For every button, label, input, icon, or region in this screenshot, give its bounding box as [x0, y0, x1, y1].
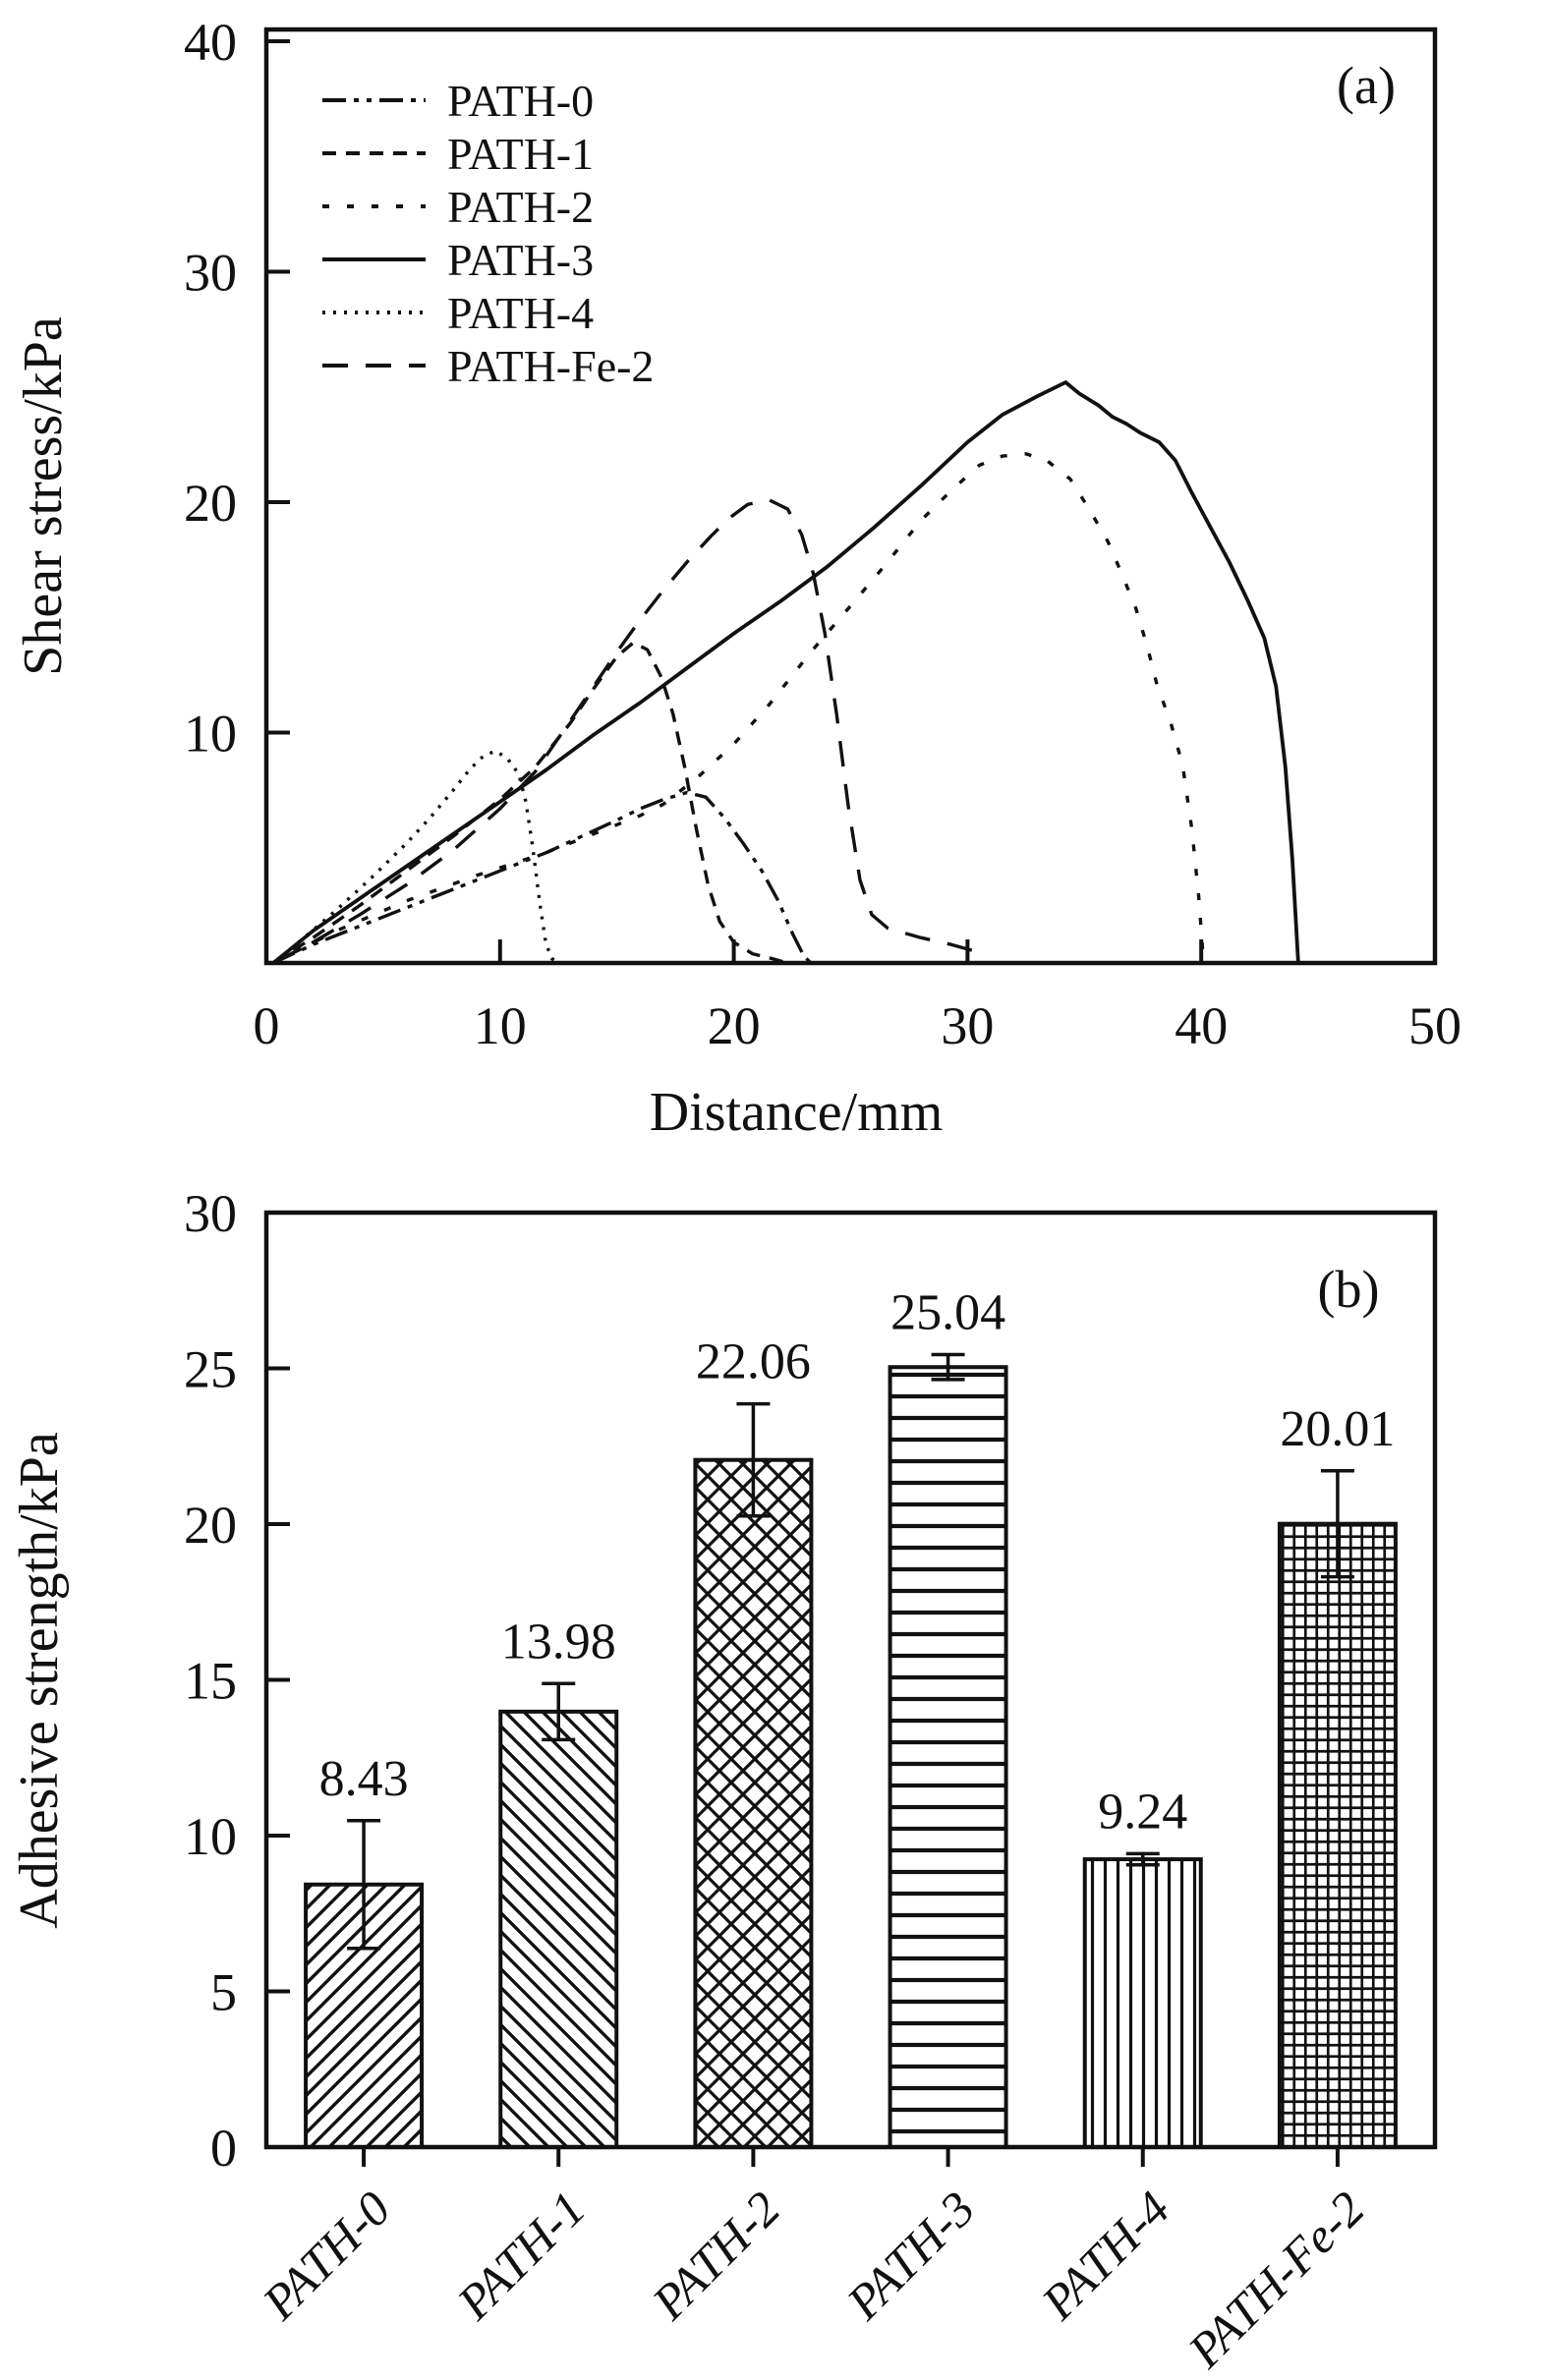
category-label-PATH-Fe-2: PATH-Fe-2	[1176, 2181, 1374, 2378]
panel-a-tag: (a)	[1337, 56, 1396, 115]
category-label-PATH-0: PATH-0	[252, 2181, 401, 2330]
y-tick-label: 20	[184, 1496, 237, 1555]
y-tick-label: 10	[184, 705, 237, 764]
y-tick-label: 5	[210, 1963, 237, 2022]
category-label-PATH-4: PATH-4	[1030, 2181, 1179, 2330]
y-tick-label: 30	[184, 1184, 237, 1243]
x-tick-label: 20	[708, 996, 761, 1055]
panel-a-ylabel: Shear stress/kPa	[13, 316, 74, 676]
panel-b-ylabel: Adhesive strength/kPa	[9, 1432, 70, 1929]
panel-b-plot-frame	[263, 1210, 1438, 2150]
x-tick-label: 40	[1175, 996, 1228, 1055]
bar-value-label: 25.04	[890, 1285, 1005, 1341]
panel-b-ticks: 0 5 10 15 20 25 30	[184, 1184, 1340, 2178]
x-tick-label: 0	[254, 996, 280, 1055]
y-tick-label: 25	[184, 1340, 237, 1399]
x-tick-label: 30	[941, 996, 994, 1055]
category-label-PATH-2: PATH-2	[641, 2181, 790, 2330]
bar-PATH-4	[1082, 1857, 1203, 2149]
panel-b-tag: (b)	[1318, 1260, 1380, 1319]
y-tick-label: 30	[184, 244, 237, 303]
bar-PATH-1	[498, 1709, 619, 2149]
panel-b-bar-chart: 0 5 10 15 20 25 30 8.43 PATH-0 13.98 PATH-1 22.06 P…	[9, 1184, 1438, 2379]
series-PATH-4	[272, 749, 560, 965]
y-tick-label: 20	[184, 474, 237, 533]
y-tick-label: 15	[184, 1652, 237, 1711]
series-PATH-Fe-2	[272, 498, 985, 965]
line-series-group	[271, 380, 1300, 965]
bar-PATH-2	[693, 1457, 814, 2149]
bar-value-label: 20.01	[1280, 1401, 1395, 1457]
bars-group	[304, 1365, 1398, 2150]
category-label-PATH-3: PATH-3	[835, 2181, 985, 2330]
x-tick-label: 50	[1408, 996, 1462, 1055]
legend-label-PATH-4: PATH-4	[447, 288, 594, 338]
panel-a-ticks: 0 10 20 30 40 50 10 20 30 40	[184, 13, 1462, 1055]
legend-label-PATH-0: PATH-0	[447, 76, 594, 126]
series-PATH-2	[272, 452, 1206, 965]
bar-PATH-Fe-2	[1277, 1521, 1398, 2150]
category-label-PATH-1: PATH-1	[446, 2181, 596, 2330]
bar-value-label: 8.43	[319, 1751, 409, 1807]
bar-labels-group: 8.43 PATH-0 13.98 PATH-1 22.06 PATH-2 25.04 PAT…	[252, 1285, 1396, 2379]
series-PATH-0	[272, 790, 813, 965]
series-PATH-3	[271, 380, 1300, 965]
x-tick-label: 10	[474, 996, 527, 1055]
error-bars-group	[347, 1352, 1354, 1951]
y-tick-label: 40	[184, 13, 237, 72]
panel-a-plot-frame	[263, 27, 1438, 966]
legend-label-PATH-Fe-2: PATH-Fe-2	[447, 341, 654, 391]
series-PATH-1	[272, 641, 788, 965]
y-tick-label: 0	[210, 2119, 237, 2178]
bar-value-label: 22.06	[696, 1334, 811, 1390]
legend-label-PATH-2: PATH-2	[447, 182, 594, 232]
bar-PATH-3	[888, 1365, 1008, 2149]
y-tick-label: 10	[184, 1807, 237, 1866]
legend-label-PATH-3: PATH-3	[447, 235, 594, 285]
legend-label-PATH-1: PATH-1	[447, 129, 594, 179]
bar-value-label: 9.24	[1098, 1784, 1187, 1840]
panel-a-xlabel: Distance/mm	[650, 1082, 944, 1143]
bar-value-label: 13.98	[501, 1614, 616, 1670]
